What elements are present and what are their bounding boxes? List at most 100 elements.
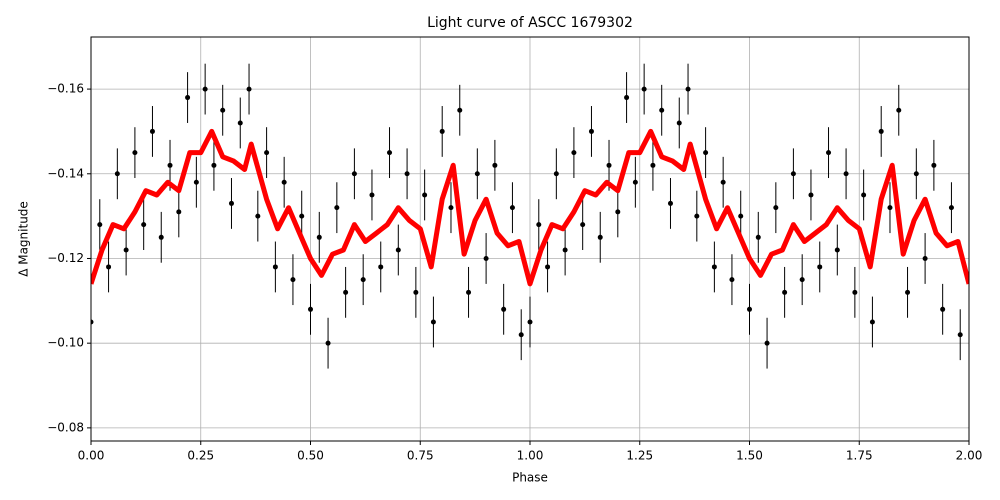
data-point — [378, 264, 384, 270]
data-point — [887, 205, 893, 211]
data-point — [228, 200, 234, 206]
data-point — [202, 86, 208, 92]
data-point — [606, 162, 612, 168]
data-point — [685, 86, 691, 92]
data-point — [773, 205, 779, 211]
data-point — [580, 222, 586, 228]
data-point — [632, 179, 638, 185]
data-point — [509, 205, 515, 211]
data-point — [404, 171, 410, 177]
data-point — [861, 192, 867, 198]
data-point — [220, 107, 226, 113]
data-point — [369, 192, 375, 198]
x-tick-label: 1.50 — [736, 449, 763, 463]
data-point — [659, 107, 665, 113]
data-point — [869, 319, 875, 325]
data-point — [896, 107, 902, 113]
data-point — [553, 171, 559, 177]
data-point — [387, 150, 393, 156]
data-point — [123, 247, 129, 253]
data-point — [176, 209, 182, 215]
data-point — [922, 255, 928, 261]
ticks: 0.00 0.25 0.50 0.75 1.00 1.25 1.50 1.75 2.00 −0.1… — [47, 82, 982, 463]
data-point — [799, 277, 805, 283]
data-point — [97, 222, 103, 228]
data-point — [299, 213, 305, 219]
data-point — [729, 277, 735, 283]
data-point — [91, 319, 94, 325]
data-point — [483, 255, 489, 261]
data-point — [826, 150, 832, 156]
data-point — [413, 289, 419, 295]
data-point — [501, 306, 507, 312]
data-point — [114, 171, 120, 177]
smoothed-curve — [91, 128, 969, 287]
data-point — [334, 205, 340, 211]
data-point — [948, 205, 954, 211]
x-tick-label: 0.75 — [407, 449, 434, 463]
y-tick-label: −0.08 — [47, 420, 84, 434]
data-point — [852, 289, 858, 295]
data-point — [782, 289, 788, 295]
data-point — [518, 332, 524, 338]
data-point — [667, 200, 673, 206]
data-point — [913, 171, 919, 177]
data-point — [308, 306, 313, 312]
data-point — [185, 95, 191, 101]
data-point — [466, 289, 472, 295]
data-point — [430, 319, 436, 325]
data-point — [957, 332, 963, 338]
data-point — [457, 107, 463, 113]
x-tick-label: 1.75 — [846, 449, 873, 463]
x-tick-label: 0.25 — [187, 449, 214, 463]
data-point — [545, 264, 551, 270]
data-point — [931, 162, 937, 168]
data-point — [290, 277, 296, 283]
y-tick-label: −0.10 — [47, 336, 84, 350]
data-point — [615, 209, 621, 215]
data-point — [167, 162, 173, 168]
x-tick-label: 2.00 — [956, 449, 983, 463]
data-point — [141, 222, 147, 228]
data-point — [764, 340, 770, 346]
data-point — [439, 128, 445, 134]
data-point — [755, 234, 761, 240]
data-point — [834, 247, 840, 253]
data-point — [106, 264, 112, 270]
data-point — [158, 234, 164, 240]
data-point — [343, 289, 349, 295]
data-point — [641, 86, 647, 92]
data-point — [597, 234, 603, 240]
data-point — [536, 222, 542, 228]
data-point — [255, 213, 261, 219]
y-tick-label: −0.14 — [47, 166, 84, 180]
data-point — [720, 179, 726, 185]
data-point — [360, 277, 366, 283]
data-point — [905, 289, 911, 295]
plot-area — [91, 63, 969, 369]
data-point — [790, 171, 796, 177]
data-point — [351, 171, 357, 177]
chart-title: Light curve of ASCC 1679302 — [427, 15, 633, 31]
data-point — [448, 205, 454, 211]
x-tick-label: 0.50 — [297, 449, 324, 463]
data-point — [940, 306, 946, 312]
data-point — [237, 120, 243, 126]
x-tick-label: 1.25 — [626, 449, 653, 463]
data-point — [474, 171, 480, 177]
data-point — [316, 234, 322, 240]
data-point — [817, 264, 823, 270]
data-point — [703, 150, 709, 156]
data-point — [132, 150, 138, 156]
data-point — [193, 179, 199, 185]
data-point — [272, 264, 278, 270]
data-point — [395, 247, 401, 253]
data-point — [527, 319, 533, 325]
data-point — [738, 213, 744, 219]
data-point — [711, 264, 717, 270]
data-point — [747, 306, 752, 312]
data-point — [149, 128, 155, 134]
data-point — [624, 95, 630, 101]
